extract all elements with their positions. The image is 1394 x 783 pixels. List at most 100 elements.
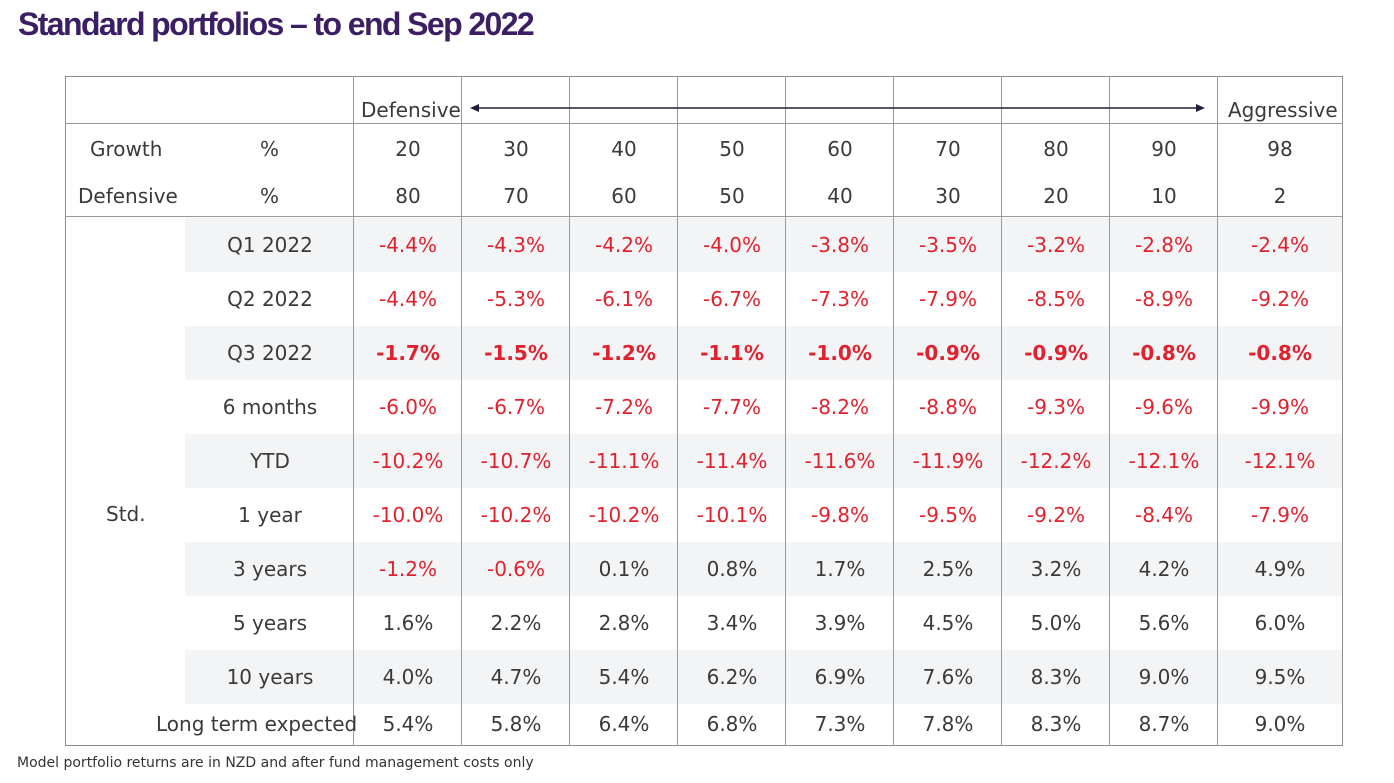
- long-term-value: 6.4%: [598, 712, 650, 736]
- return-value: 3.9%: [814, 611, 866, 635]
- return-value: -12.1%: [1128, 449, 1200, 473]
- growth-value: 30: [503, 137, 529, 161]
- header-divider: [65, 123, 1343, 124]
- row-band: [185, 326, 1342, 380]
- column-divider: [569, 76, 570, 746]
- long-term-value: 7.8%: [922, 712, 974, 736]
- row-label: 5 years: [232, 611, 308, 635]
- return-value: -12.2%: [1020, 449, 1092, 473]
- return-value: 1.6%: [382, 611, 434, 635]
- row-label: 3 years: [232, 557, 308, 581]
- column-divider: [677, 76, 678, 746]
- defensive-value: 50: [719, 184, 745, 208]
- defensive-value: 40: [827, 184, 853, 208]
- return-value: -9.2%: [1026, 503, 1086, 527]
- footnote: Model portfolio returns are in NZD and a…: [17, 755, 534, 771]
- return-value: -11.4%: [696, 449, 768, 473]
- return-value: -9.6%: [1134, 395, 1194, 419]
- return-value: -1.2%: [592, 341, 656, 365]
- growth-value: 80: [1043, 137, 1069, 161]
- growth-label: Growth: [90, 137, 163, 161]
- row-label: 6 months: [222, 395, 318, 419]
- long-term-value: 8.3%: [1030, 712, 1082, 736]
- return-value: -6.0%: [378, 395, 438, 419]
- defensive-value: 80: [395, 184, 421, 208]
- growth-unit: %: [260, 137, 280, 161]
- defensive-value: 20: [1043, 184, 1069, 208]
- return-value: -10.1%: [696, 503, 768, 527]
- growth-value: 40: [611, 137, 637, 161]
- return-value: -0.8%: [1248, 341, 1312, 365]
- return-value: -4.3%: [486, 233, 546, 257]
- return-value: -8.4%: [1134, 503, 1194, 527]
- return-value: -10.7%: [480, 449, 552, 473]
- return-value: -8.8%: [918, 395, 978, 419]
- row-label: 10 years: [226, 665, 314, 689]
- header-divider: [65, 216, 1343, 217]
- return-value: 6.2%: [706, 665, 758, 689]
- aggressive-header-label: Aggressive: [1228, 98, 1338, 122]
- return-value: -1.0%: [808, 341, 872, 365]
- return-value: -4.2%: [594, 233, 654, 257]
- defensive-value: 70: [503, 184, 529, 208]
- defensive-value: 10: [1151, 184, 1177, 208]
- defensive-unit: %: [260, 184, 280, 208]
- return-value: -9.3%: [1026, 395, 1086, 419]
- defensive-value: 60: [611, 184, 637, 208]
- long-term-value: 5.4%: [382, 712, 434, 736]
- return-value: -10.2%: [480, 503, 552, 527]
- return-value: -5.3%: [486, 287, 546, 311]
- return-value: -9.9%: [1250, 395, 1310, 419]
- return-value: 5.0%: [1030, 611, 1082, 635]
- return-value: -7.9%: [1250, 503, 1310, 527]
- return-value: -2.8%: [1134, 233, 1194, 257]
- return-value: -1.2%: [378, 557, 438, 581]
- return-value: -1.7%: [376, 341, 440, 365]
- return-value: -7.3%: [810, 287, 870, 311]
- return-value: -7.7%: [702, 395, 762, 419]
- defensive-value: 30: [935, 184, 961, 208]
- column-divider: [785, 76, 786, 746]
- return-value: -4.0%: [702, 233, 762, 257]
- return-value: -0.6%: [486, 557, 546, 581]
- return-value: 2.5%: [922, 557, 974, 581]
- return-value: -6.1%: [594, 287, 654, 311]
- growth-value: 20: [395, 137, 421, 161]
- long-term-label: Long term expected: [156, 712, 358, 736]
- return-value: 9.5%: [1254, 665, 1306, 689]
- return-value: -6.7%: [486, 395, 546, 419]
- return-value: 1.7%: [814, 557, 866, 581]
- return-value: -9.5%: [918, 503, 978, 527]
- return-value: -10.0%: [372, 503, 444, 527]
- row-label: Q2 2022: [227, 287, 313, 311]
- return-value: 7.6%: [922, 665, 974, 689]
- return-value: 5.4%: [598, 665, 650, 689]
- return-value: -7.9%: [918, 287, 978, 311]
- return-value: 2.2%: [490, 611, 542, 635]
- return-value: 3.4%: [706, 611, 758, 635]
- row-band: [185, 434, 1342, 488]
- return-value: -2.4%: [1250, 233, 1310, 257]
- return-value: -0.8%: [1132, 341, 1196, 365]
- growth-value: 60: [827, 137, 853, 161]
- return-value: -3.8%: [810, 233, 870, 257]
- return-value: -12.1%: [1244, 449, 1316, 473]
- return-value: 4.5%: [922, 611, 974, 635]
- return-value: -4.4%: [378, 233, 438, 257]
- return-value: -3.5%: [918, 233, 978, 257]
- row-label: Q1 2022: [227, 233, 313, 257]
- return-value: -9.8%: [810, 503, 870, 527]
- return-value: 3.2%: [1030, 557, 1082, 581]
- return-value: -0.9%: [1024, 341, 1088, 365]
- return-value: 0.1%: [598, 557, 650, 581]
- page-title: Standard portfolios – to end Sep 2022: [18, 6, 535, 42]
- return-value: -3.2%: [1026, 233, 1086, 257]
- growth-value: 70: [935, 137, 961, 161]
- return-value: -11.1%: [588, 449, 660, 473]
- growth-value: 50: [719, 137, 745, 161]
- long-term-value: 8.7%: [1138, 712, 1190, 736]
- return-value: -6.7%: [702, 287, 762, 311]
- column-divider: [1109, 76, 1110, 746]
- long-term-value: 5.8%: [490, 712, 542, 736]
- return-value: 4.7%: [490, 665, 542, 689]
